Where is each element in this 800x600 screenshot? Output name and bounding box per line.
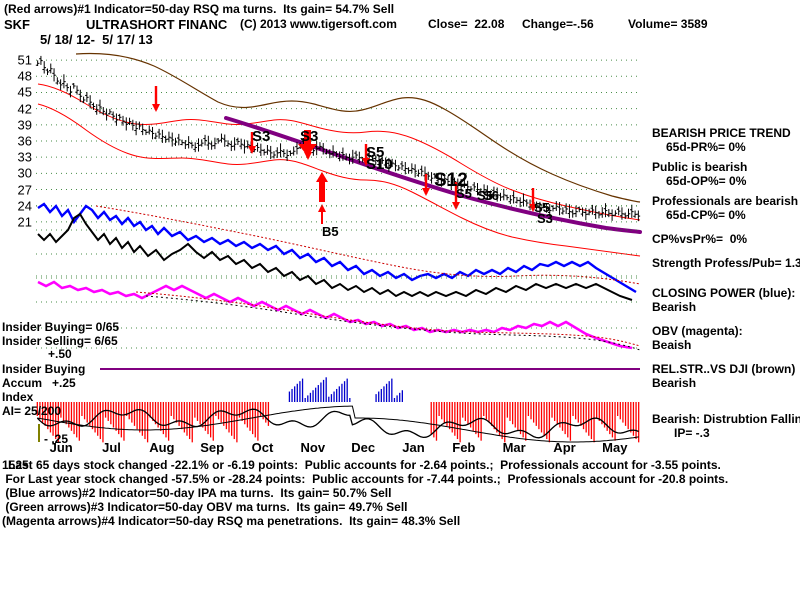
closing-power-value: Bearish (652, 300, 697, 314)
insider-selling-label: Insider Selling= 6/65 (2, 334, 118, 348)
y-axis-tick-label: 27 (17, 182, 32, 198)
obv-value: Beaish (652, 338, 692, 352)
month-label: Oct (251, 440, 274, 455)
y-axis-tick-label: 42 (17, 101, 32, 117)
price-y-axis: 51 48 45 42 39 36 33 30 27 24 21 (0, 52, 32, 230)
accumulation-ma-line (36, 408, 639, 439)
accumulation-smooth-line (37, 405, 639, 443)
month-label: Mar (502, 440, 526, 455)
closing-power-line (37, 202, 637, 294)
date-range: 5/ 18/ 12- 5/ 17/ 13 (40, 32, 153, 47)
signal-label-s6: S6 (483, 188, 499, 203)
lower-band-line (37, 103, 641, 257)
ai-value-label: AI= 25/200 (2, 404, 62, 418)
distribution-status: Bearish: Distrubtion Falling (652, 412, 800, 426)
obv-svg (36, 275, 641, 351)
close-price: Close= 22.08 (428, 17, 505, 31)
month-label: Aug (149, 440, 175, 455)
month-label: May (602, 440, 628, 455)
cp-vs-pr-value: CP%vsPr%= 0% (652, 232, 748, 246)
obv-line (37, 280, 633, 350)
obv-ma-line (135, 291, 641, 347)
signal-label-s5: S5 (366, 144, 385, 161)
price-gridlines (36, 59, 640, 223)
public-title: Public is bearish (652, 160, 748, 174)
cp-ma-line (95, 205, 641, 285)
insider-buying-title: Insider Buying (2, 362, 86, 376)
month-label: Dec (351, 440, 376, 455)
footer-prefix: 1525 (2, 458, 29, 472)
signal-label-s5: S5 (534, 200, 550, 215)
month-label: Sep (200, 440, 225, 455)
obv-pane (36, 272, 641, 352)
month-label: Feb (452, 440, 476, 455)
y-axis-tick-label: 45 (17, 84, 32, 100)
price-change: Change=-.56 (522, 17, 594, 31)
sell-arrow-markers (152, 86, 537, 212)
buy-arrow-markers (316, 172, 328, 224)
signal-label-b5: B5 (322, 224, 339, 239)
y-axis-tick-label: 24 (17, 198, 32, 214)
obv-title: OBV (magenta): (652, 324, 743, 338)
accumulation-bars (36, 377, 640, 443)
ticker-symbol: SKF (4, 17, 30, 32)
month-label: Jun (49, 440, 73, 455)
ip-value: IP= -.3 (674, 426, 710, 440)
professionals-value: 65d-CP%= 0% (666, 208, 746, 222)
signal-label-s5: S5 (477, 188, 493, 203)
y-axis-tick-label: 33 (17, 149, 32, 165)
volume-value: Volume= 3589 (628, 17, 708, 31)
signal-label-s10: S10 (366, 156, 393, 173)
insider-buying-divider (100, 368, 640, 370)
public-value: 65d-OP%= 0% (666, 174, 747, 188)
accumulation-index-pane (36, 377, 640, 445)
footer-line-5: (Magenta arrows)#4 Indicator=50-day RSQ … (2, 514, 461, 528)
price-trend-value: 65d-PR%= 0% (666, 140, 746, 154)
signal-label-s3: S3 (537, 211, 553, 226)
month-label: Jan (402, 440, 425, 455)
obv-gridlines (36, 275, 640, 349)
footer-line-2: For Last year stock changed -57.5% or -2… (2, 472, 729, 486)
accumulation-index-svg (36, 377, 640, 443)
index-label: Index (2, 390, 34, 404)
rel-strength-title: REL.STR..VS DJI (brown) (652, 362, 796, 376)
y-axis-tick-label: 48 (17, 68, 32, 84)
insider-buying-label: Insider Buying= 0/65 (2, 320, 120, 334)
month-label: Jul (102, 440, 121, 455)
cp-gridlines (36, 205, 640, 279)
price-chart-pane (35, 52, 642, 257)
y-axis-tick-label: 30 (17, 165, 32, 181)
signal-label-s5: S5 (456, 186, 472, 201)
minus-twentyfive-label: - .25 (44, 432, 69, 446)
signal-label-s3: S3 (300, 128, 319, 145)
closing-power-title: CLOSING POWER (blue): (652, 286, 796, 300)
footer-line-3: (Blue arrows)#2 Indicator=50-day IPA ma … (2, 486, 392, 500)
footer-line-4: (Green arrows)#3 Indicator=50-day OBV ma… (2, 500, 408, 514)
y-axis-tick-label: 51 (17, 52, 32, 68)
axis-tick-mark (38, 424, 40, 442)
strength-value: Strength Profess/Pub= 1.3 (652, 256, 800, 270)
price-trend-title: BEARISH PRICE TREND (652, 126, 791, 140)
y-axis-tick-label: 36 (17, 133, 32, 149)
price-chart-svg (35, 52, 642, 257)
month-label: Apr (553, 440, 576, 455)
y-axis-tick-label: 21 (17, 214, 32, 230)
month-axis: Jun Jul Aug Sep Oct Nov Dec Jan Feb Mar Apr May (36, 440, 640, 456)
signal-label-s3: S3 (252, 128, 271, 145)
copyright-notice: (C) 2013 www.tigersoft.com (240, 17, 397, 31)
month-label: Nov (300, 440, 326, 455)
footer-line-1: Last 65 days stock changed -22.1% or -6.… (8, 458, 721, 472)
y-axis-tick-label: 39 (17, 117, 32, 133)
plus-fifty-label: +.50 (48, 347, 72, 361)
plus-twentyfive-label: +.25 (52, 376, 76, 390)
accum-label: Accum (2, 376, 43, 390)
ohlc-bars (35, 55, 641, 222)
rel-strength-value: Bearish (652, 376, 697, 390)
signal-label-s12: S12 (434, 170, 468, 191)
brown-ma-line (75, 52, 641, 203)
professionals-title: Professionals are bearish (652, 194, 799, 208)
indicator-headline: (Red arrows)#1 Indicator=50-day RSQ ma t… (4, 2, 395, 16)
company-name: ULTRASHORT FINANC (86, 17, 228, 32)
purple-ma-line (224, 116, 642, 234)
